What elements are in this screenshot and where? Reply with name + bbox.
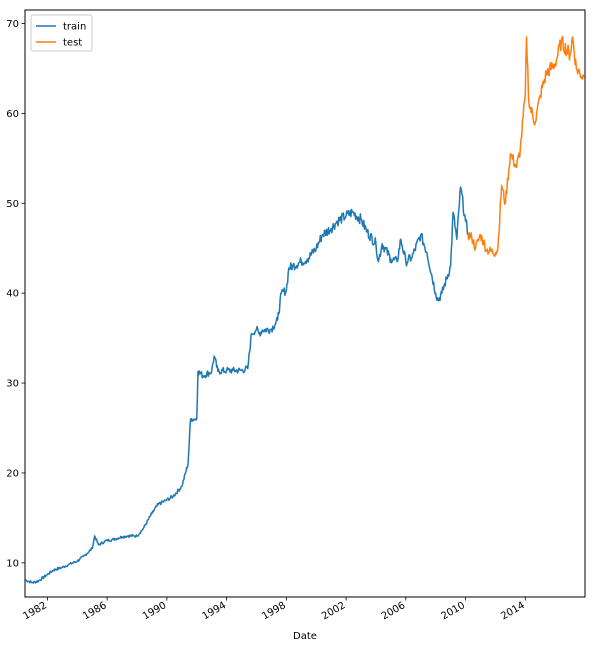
legend-box xyxy=(30,14,93,52)
y-tick-label: 50 xyxy=(6,199,19,210)
series-line-test xyxy=(467,35,585,257)
y-tick-label: 70 xyxy=(6,19,19,30)
y-tick-label: 40 xyxy=(6,289,19,300)
legend-label-test: test xyxy=(63,38,82,49)
y-tick-label: 60 xyxy=(6,109,19,120)
legend: train test xyxy=(30,14,93,52)
axes-frame xyxy=(24,9,586,598)
plot-area xyxy=(24,35,585,584)
legend-label-train: train xyxy=(63,22,86,33)
y-tick-label: 10 xyxy=(6,558,19,569)
y-tick-label: 20 xyxy=(6,468,19,479)
series-line-train xyxy=(24,186,469,584)
x-axis-label: Date xyxy=(293,631,317,642)
y-tick-label: 30 xyxy=(6,379,19,390)
